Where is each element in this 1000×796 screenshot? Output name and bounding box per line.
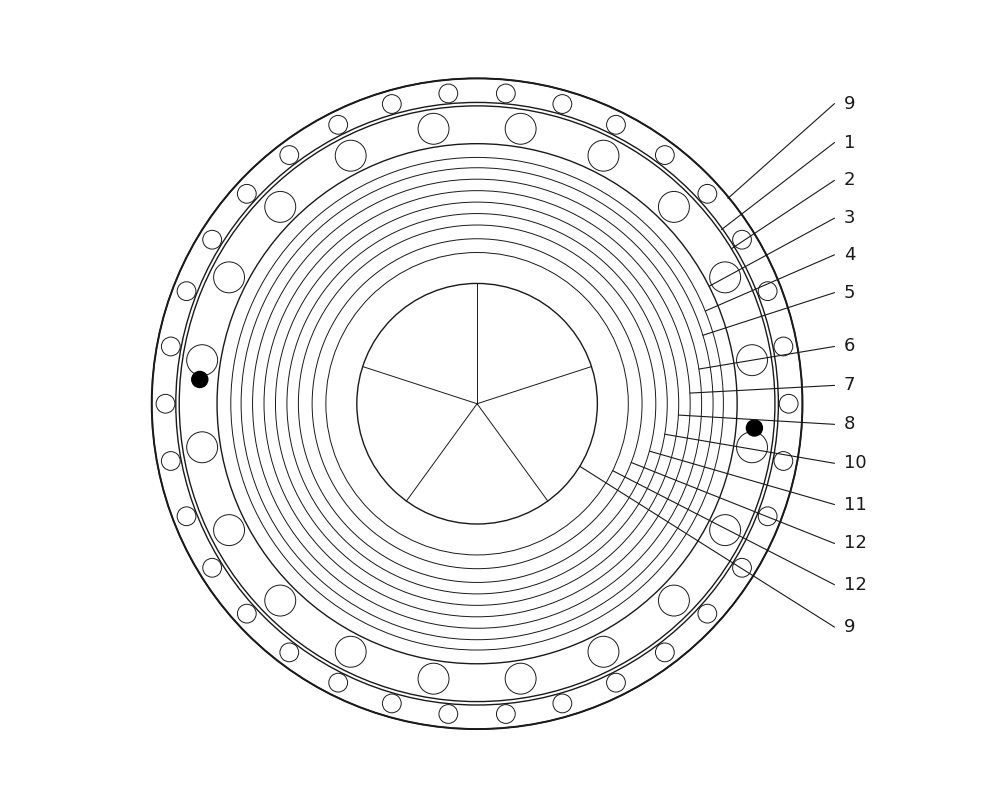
Text: 5: 5 [844, 283, 855, 302]
Text: 6: 6 [844, 338, 855, 356]
Circle shape [192, 372, 208, 388]
Text: 2: 2 [844, 171, 855, 189]
Text: 10: 10 [844, 455, 866, 472]
Text: 1: 1 [844, 134, 855, 151]
Text: 7: 7 [844, 377, 855, 394]
Text: 9: 9 [844, 95, 855, 112]
Circle shape [746, 420, 762, 436]
Text: 12: 12 [844, 576, 867, 594]
Text: 4: 4 [844, 246, 855, 263]
Text: 12: 12 [844, 534, 867, 552]
Text: 11: 11 [844, 496, 866, 513]
Text: 9: 9 [844, 618, 855, 636]
Text: 8: 8 [844, 416, 855, 433]
Text: 3: 3 [844, 209, 855, 227]
